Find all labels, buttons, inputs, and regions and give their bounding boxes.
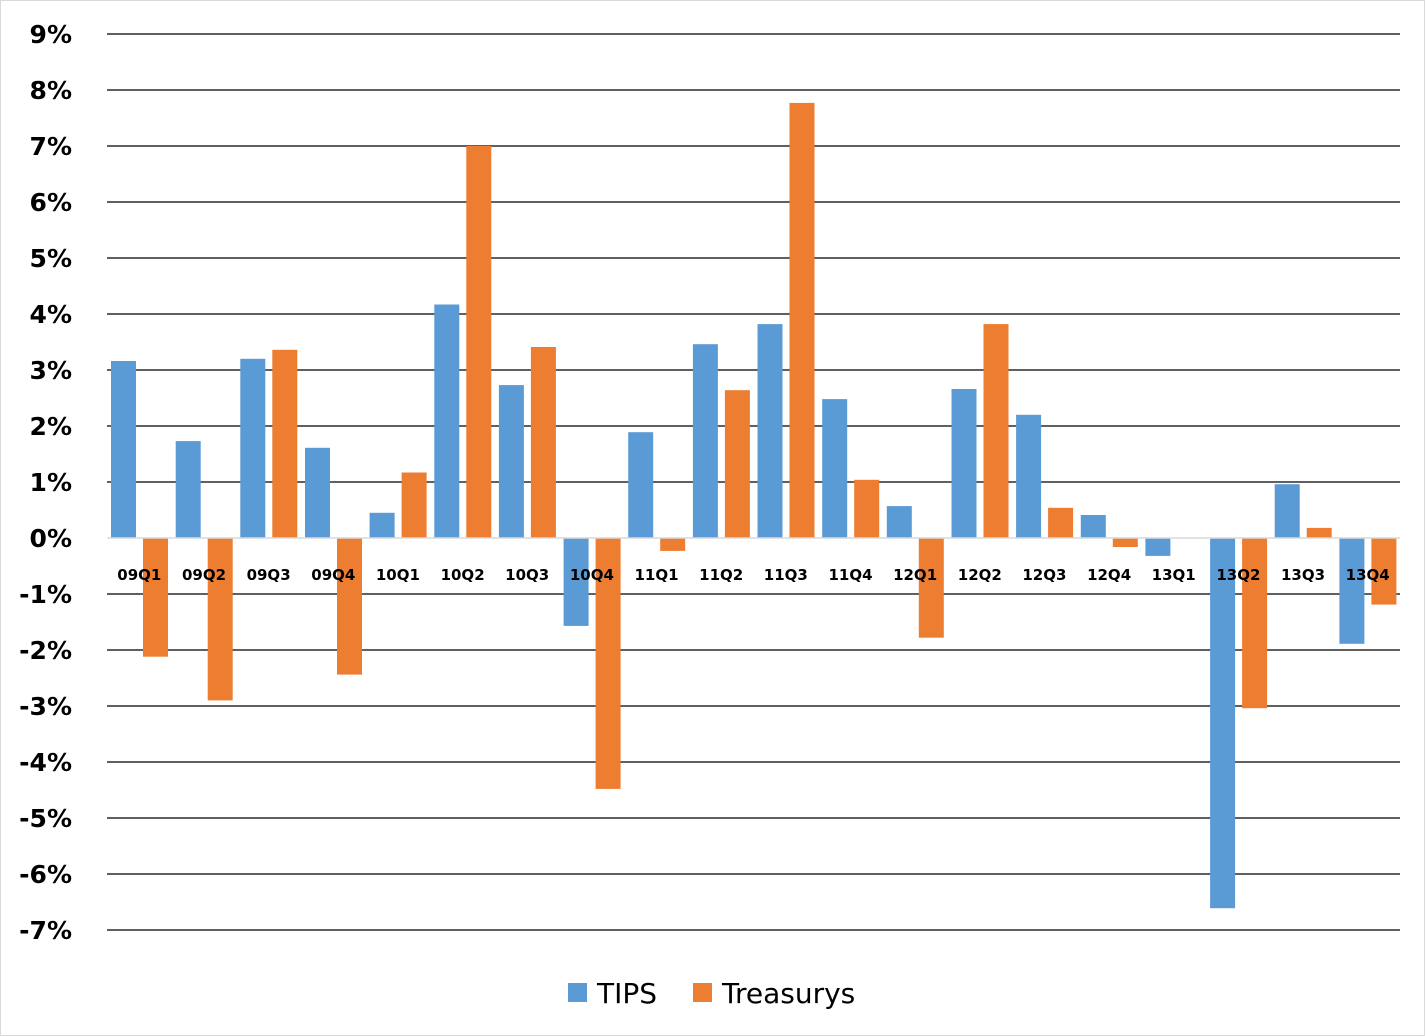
gridlines — [107, 33, 1400, 931]
bar-tips-10q4 — [563, 538, 589, 626]
bar-treasurys-09q4 — [337, 538, 362, 675]
bar-tips-12q4 — [1080, 515, 1106, 538]
x-tick-label: 13Q2 — [1216, 566, 1260, 584]
y-tick-label: 0% — [30, 524, 72, 553]
y-tick-label: -2% — [19, 636, 72, 665]
bar-tips-12q1 — [886, 506, 912, 538]
bar-tips-11q1 — [628, 432, 654, 538]
x-tick-label: 13Q4 — [1346, 566, 1390, 584]
bar-treasurys-13q4 — [1371, 538, 1397, 605]
bar-treasurys-12q1 — [918, 538, 944, 638]
bar-tips-11q3 — [757, 324, 783, 538]
bar-tips-09q1 — [111, 361, 136, 538]
bar-tips-09q2 — [175, 441, 201, 538]
x-tick-label: 12Q1 — [893, 566, 937, 584]
x-tick-label: 09Q2 — [182, 566, 226, 584]
y-tick-label: 7% — [30, 132, 72, 161]
y-tick-label: 9% — [30, 20, 72, 49]
bar-treasurys-12q4 — [1112, 538, 1138, 547]
bar-treasurys-10q1 — [401, 472, 427, 538]
bar-tips-10q1 — [369, 512, 395, 538]
bar-treasurys-11q1 — [660, 538, 686, 551]
bar-tips-09q4 — [305, 447, 330, 538]
bar-tips-11q2 — [692, 344, 718, 538]
bar-treasurys-09q1 — [143, 538, 168, 657]
x-tick-label: 09Q4 — [311, 566, 355, 584]
bar-tips-11q4 — [822, 399, 848, 538]
bar-treasurys-10q2 — [466, 146, 492, 538]
bar-treasurys-10q3 — [530, 347, 556, 538]
bar-treasurys-12q3 — [1048, 507, 1074, 538]
bar-treasurys-13q3 — [1306, 527, 1332, 538]
bar-treasurys-12q2 — [983, 324, 1009, 538]
bar-tips-10q2 — [434, 304, 460, 538]
y-tick-label: -5% — [19, 804, 72, 833]
bar-tips-13q1 — [1145, 538, 1171, 556]
bar-tips-13q4 — [1339, 538, 1365, 644]
y-tick-label: 2% — [30, 412, 72, 441]
legend-label-treasurys: Treasurys — [721, 977, 855, 1010]
bar-treasurys-11q2 — [724, 390, 750, 538]
y-tick-label: 1% — [30, 468, 72, 497]
x-tick-label: 12Q2 — [958, 566, 1002, 584]
bar-tips-13q3 — [1274, 484, 1300, 538]
x-tick-label: 12Q3 — [1022, 566, 1066, 584]
bar-tips-09q3 — [240, 358, 266, 538]
x-tick-label: 11Q4 — [828, 566, 872, 584]
x-tick-label: 13Q3 — [1281, 566, 1325, 584]
legend: TIPS Treasurys — [568, 977, 855, 1010]
y-tick-label: -6% — [19, 860, 72, 889]
y-tick-label: 5% — [30, 244, 72, 273]
y-tick-label: -7% — [19, 916, 72, 945]
bar-tips-13q2 — [1210, 538, 1236, 909]
bar-treasurys-09q3 — [272, 349, 298, 538]
y-tick-label: -4% — [19, 748, 72, 777]
bar-treasurys-11q4 — [854, 479, 880, 538]
x-tick-label: 09Q1 — [117, 566, 161, 584]
y-tick-label: -1% — [19, 580, 72, 609]
y-tick-label: 8% — [30, 76, 72, 105]
x-tick-label: 13Q1 — [1152, 566, 1196, 584]
y-tick-label: 4% — [30, 300, 72, 329]
x-tick-label: 10Q1 — [376, 566, 420, 584]
bar-treasurys-10q4 — [595, 538, 621, 789]
x-tick-label: 11Q3 — [764, 566, 808, 584]
legend-label-tips: TIPS — [596, 977, 657, 1010]
x-tick-label: 09Q3 — [247, 566, 291, 584]
legend-swatch-treasurys — [693, 983, 712, 1002]
bar-tips-10q3 — [498, 385, 524, 538]
x-tick-label: 10Q3 — [505, 566, 549, 584]
x-tick-label: 11Q1 — [634, 566, 678, 584]
x-tick-label: 10Q4 — [570, 566, 614, 584]
y-tick-label: 3% — [30, 356, 72, 385]
x-tick-label: 11Q2 — [699, 566, 743, 584]
y-axis-labels: -7% -6% -5% -4% -3% -2% -1% 0% 1% 2% 3% 4% 5% 6% 7% 8% 9… — [19, 20, 72, 945]
bar-treasurys-11q3 — [789, 102, 815, 539]
bars — [111, 102, 1397, 909]
bar-treasurys-13q2 — [1242, 538, 1268, 709]
y-tick-label: -3% — [19, 692, 72, 721]
y-tick-label: 6% — [30, 188, 72, 217]
x-axis-labels: 09Q1 09Q2 09Q3 09Q4 10Q1 10Q2 10Q3 10Q4 11Q1 11Q2… — [117, 566, 1389, 584]
bar-tips-12q2 — [951, 389, 977, 538]
bar-treasurys-09q2 — [207, 538, 233, 701]
bar-tips-12q3 — [1016, 414, 1042, 538]
legend-swatch-tips — [568, 983, 587, 1002]
x-tick-label: 12Q4 — [1087, 566, 1131, 584]
x-tick-label: 10Q2 — [441, 566, 485, 584]
